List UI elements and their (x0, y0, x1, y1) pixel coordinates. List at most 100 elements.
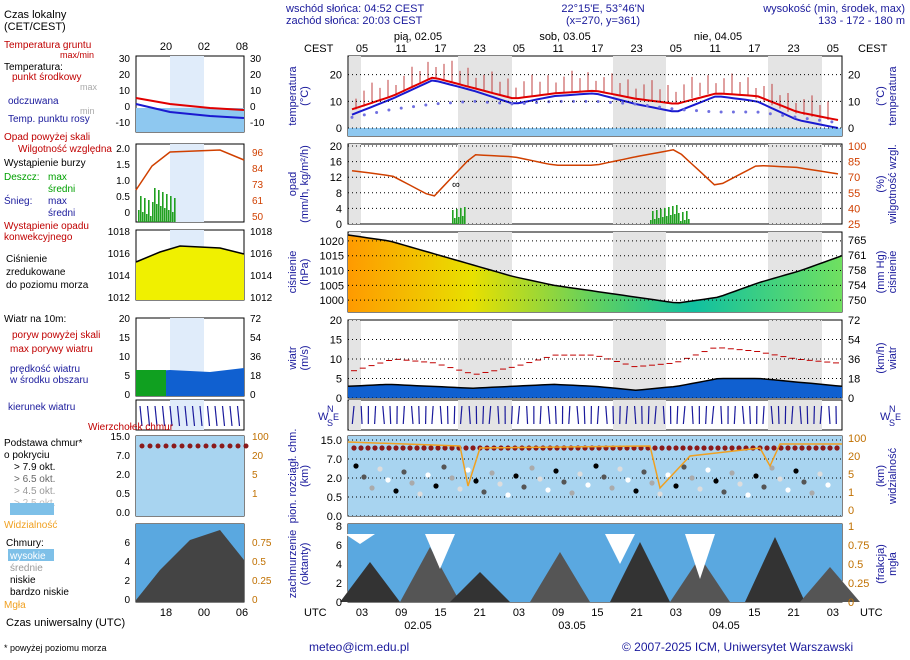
high-cloud-shape (345, 534, 375, 544)
night-band (349, 400, 361, 430)
wind-arrow (720, 405, 723, 425)
bottom-tick: 15 (748, 607, 760, 619)
cloud-base-dot (417, 491, 423, 497)
legend-wind-arrow (214, 405, 218, 427)
bottom-tick: 21 (787, 607, 799, 619)
precip-axis-label: opad(mm/h, kg/m²/h) (287, 145, 311, 223)
wind-arrow (583, 405, 586, 425)
legend-temp-tick-right: 10 (250, 86, 262, 97)
legend-cloud-top-dot (235, 443, 241, 449)
panel-temp (347, 55, 843, 137)
temp-axis-label: temperatura(°C) (287, 65, 311, 125)
legend-gust-max: max porywy wiatru (10, 344, 93, 355)
dew-point (362, 113, 366, 117)
cloud-base-dot (577, 471, 583, 477)
pressure-axis-label-right: (mm Hg)ciśnienie (875, 251, 899, 294)
pressure-tick-right: 750 (848, 295, 866, 307)
dew-point (448, 101, 452, 105)
rain-bar (672, 206, 674, 224)
cloud-base-dot (377, 466, 383, 472)
cloud-top-dot (561, 445, 567, 451)
legend-rain-bar (166, 194, 168, 222)
legend-okt-highlight (10, 503, 54, 515)
legend-precip-tick: 0.5 (116, 192, 130, 203)
legend-pressure-line (135, 245, 245, 263)
legend-humidity-tick: 96 (252, 148, 264, 159)
wind-arrow (547, 405, 551, 425)
cloud-base-dot (521, 484, 527, 490)
cloud-top-dot (785, 445, 791, 451)
compass-e: E (333, 412, 339, 422)
wind-arrow (749, 405, 751, 425)
cloud-base-dot (633, 488, 639, 494)
wind-arrow (568, 405, 571, 425)
legend-pressure-tick-right: 1016 (250, 249, 273, 260)
legend-rain-bar (148, 200, 150, 222)
legend-clouds-tick: 6 (124, 538, 130, 549)
rain-bar (458, 217, 460, 224)
rain-bar (666, 216, 668, 224)
low-cloud-shape (745, 537, 805, 602)
cloud-top-dot (806, 445, 812, 451)
legend-cloud-base: Podstawa chmur* o pokryciu (4, 438, 82, 461)
top-tick: 05 (670, 43, 682, 55)
legend-pressure-tick: 1016 (108, 249, 131, 260)
night-band (458, 144, 512, 224)
wind-arrow (596, 405, 600, 425)
bottom-tick: 03 (670, 607, 682, 619)
visibility-line (347, 441, 842, 490)
cloud-base-dot (409, 480, 415, 486)
humidity-tick: 40 (848, 203, 860, 215)
precip-tick: 16 (330, 157, 342, 169)
legend-clouds-title: Chmury: (6, 538, 44, 549)
legend-wind-tick-right: 54 (250, 333, 262, 344)
legend-rain-mean: średni (48, 184, 75, 195)
cloud-top-dot (407, 445, 413, 451)
compass-s: S (327, 418, 333, 428)
fog-tick: 0.5 (848, 559, 863, 571)
legend-cloud-top-dot (179, 443, 185, 449)
night-band (613, 400, 666, 430)
legend-cloud-top-dot (187, 443, 193, 449)
legend-above-scale: Opad powyżej skali (4, 132, 90, 143)
legend-okt: > 6.5 okt. (14, 474, 55, 485)
utc-label-right: UTC (860, 607, 883, 619)
legend-wind-arrow (191, 405, 196, 427)
clouds-tick: 8 (336, 521, 342, 533)
legend-high: wysokie (9, 551, 46, 562)
legend-precip-tick: 0 (124, 208, 130, 219)
legend-vis-tick: 100 (252, 432, 269, 443)
legend-vis: Widzialność (4, 520, 57, 531)
top-tick: 05 (356, 43, 368, 55)
wind-arrow (402, 405, 405, 425)
cloud-base-dot (569, 490, 575, 496)
legend-precip-tick: 1.5 (116, 160, 130, 171)
wind-axis-label: wiatr(m/s) (287, 345, 311, 370)
legend-cloud-top-dot (203, 443, 209, 449)
rain-bar (656, 210, 658, 224)
dew-point (731, 110, 735, 114)
legend-maxmin: max/min (60, 50, 94, 60)
wind-arrow (468, 405, 471, 425)
temp-tick: 20 (330, 70, 342, 82)
legend-wind-arrow (176, 405, 181, 427)
legend-cloud-top-dot (171, 443, 177, 449)
low-cloud-shape (610, 542, 670, 602)
copyright: © 2007-2025 ICM, Uniwersytet Warszawski (622, 640, 854, 654)
cloud-top-dot (414, 445, 420, 451)
legend-wind-tick: 0 (124, 390, 130, 401)
wind-arrow (819, 405, 823, 425)
cloud-base-dot (793, 468, 799, 474)
legend-cloud-top-dot (219, 443, 225, 449)
dew-point (830, 120, 834, 124)
legend-precip-tick: 2.0 (116, 144, 130, 155)
contact-email[interactable]: meteo@icm.edu.pl (309, 640, 410, 654)
high-cloud-shape (605, 534, 635, 564)
high-cloud-shape (685, 534, 715, 579)
cloud-base-dot (369, 485, 375, 491)
wind-tick-right: 0 (848, 393, 854, 405)
legend-wind-arrow (161, 405, 166, 427)
temp-tick-right: 10 (848, 96, 860, 108)
wind-arrow (389, 405, 392, 425)
fog-tick: 0.25 (848, 578, 869, 590)
